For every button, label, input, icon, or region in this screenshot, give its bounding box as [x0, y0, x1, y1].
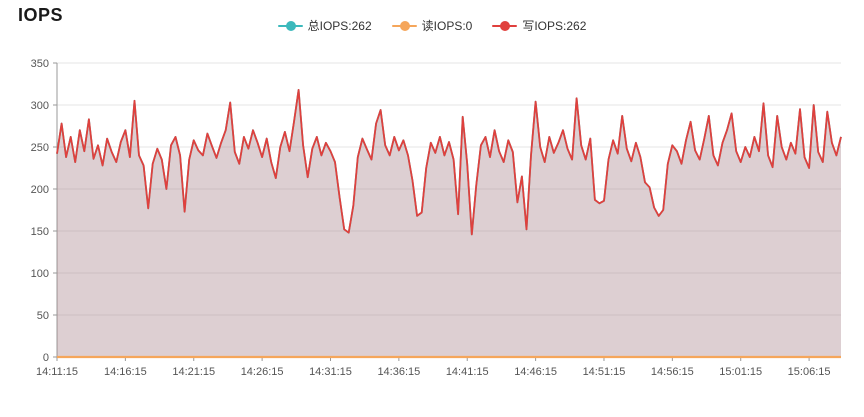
write-iops-area — [57, 89, 841, 358]
y-axis-label: 150 — [31, 226, 49, 238]
x-axis-label: 14:41:15 — [446, 366, 489, 378]
x-axis-label: 15:01:15 — [719, 366, 762, 378]
y-axis-label: 100 — [31, 268, 49, 280]
x-axis-label: 14:11:15 — [36, 366, 78, 378]
legend-label-write-iops: 写IOPS:262 — [522, 19, 587, 33]
x-axis-label: 14:16:15 — [104, 366, 147, 378]
y-axis-label: 50 — [37, 310, 49, 322]
x-axis-label: 14:21:15 — [172, 366, 215, 378]
legend-item-read-iops[interactable]: 读IOPS:0 — [391, 17, 473, 34]
y-axis-label: 250 — [31, 142, 49, 154]
legend-line-dot-icon — [492, 20, 518, 31]
legend-line-dot-icon — [391, 20, 417, 31]
legend-label-read-iops: 读IOPS:0 — [421, 19, 473, 33]
legend-line-dot-icon — [277, 20, 303, 31]
write-iops-line — [56, 89, 842, 236]
x-axis-label: 15:06:15 — [788, 366, 831, 378]
legend-item-total-iops[interactable]: 总IOPS:262 — [277, 17, 372, 34]
chart-legend: 总IOPS:262 读IOPS:0 写IOPS:262 — [0, 17, 864, 34]
legend-label-total-iops: 总IOPS:262 — [307, 19, 372, 33]
x-axis-label: 14:56:15 — [651, 366, 694, 378]
x-axis-label: 14:26:15 — [241, 366, 284, 378]
y-axis-label: 300 — [31, 100, 49, 112]
x-axis-label: 14:36:15 — [377, 366, 420, 378]
x-axis-label: 14:51:15 — [583, 366, 626, 378]
x-axis-label: 14:31:15 — [309, 366, 352, 378]
y-axis-label: 0 — [43, 352, 49, 364]
legend-item-write-iops[interactable]: 写IOPS:262 — [492, 17, 586, 34]
y-axis-label: 200 — [31, 184, 49, 196]
page-title: IOPS — [18, 5, 64, 25]
x-axis-label: 14:46:15 — [514, 366, 557, 378]
y-axis-label: 350 — [31, 58, 49, 70]
